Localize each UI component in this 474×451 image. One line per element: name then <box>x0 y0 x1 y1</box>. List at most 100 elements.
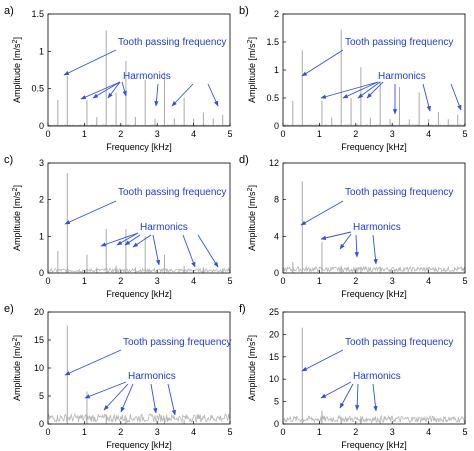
y-tick-label: 3 <box>39 158 44 168</box>
x-axis-title: Frequency [kHz] <box>341 440 407 450</box>
annotation-arrow <box>120 383 134 413</box>
plot-frame <box>282 13 466 127</box>
noise-floor <box>48 413 231 424</box>
x-tick-label: 0 <box>45 276 50 286</box>
tooth-passing-label: Tooth passing frequency <box>118 37 226 48</box>
x-tick-label: 5 <box>227 427 232 437</box>
annotation-arrow <box>92 81 121 99</box>
annotation-arrow <box>372 383 378 412</box>
y-tick-label: 8 <box>274 195 279 205</box>
y-tick-label: 1 <box>39 231 44 241</box>
noise-floor <box>48 267 231 274</box>
x-tick-label: 1 <box>317 276 322 286</box>
annotation-arrow <box>84 381 127 399</box>
y-tick-label: 10 <box>269 374 279 384</box>
y-tick-label: 12 <box>269 158 279 168</box>
x-tick-label: 1 <box>82 129 87 139</box>
x-tick-label: 0 <box>280 276 285 286</box>
annotation-arrow <box>116 232 139 246</box>
annotation-arrow <box>301 349 344 372</box>
panel-label: e) <box>4 303 14 315</box>
annotation-arrow <box>355 383 360 411</box>
x-tick-label: 3 <box>155 276 160 286</box>
tooth-passing-label: Tooth passing frequency <box>123 337 231 348</box>
panel-label: b) <box>239 5 249 17</box>
x-tick-label: 3 <box>390 276 395 286</box>
annotation-arrow <box>103 383 129 411</box>
harmonics-label: Harmonics <box>123 71 171 82</box>
x-tick-label: 4 <box>426 129 431 139</box>
annotation-arrow <box>354 234 359 258</box>
x-tick-label: 1 <box>82 427 87 437</box>
x-tick-label: 2 <box>118 427 123 437</box>
y-tick-label: 1.5 <box>266 37 279 47</box>
x-tick-label: 3 <box>155 427 160 437</box>
annotation-arrow <box>339 233 352 250</box>
x-tick-label: 5 <box>462 276 467 286</box>
annotation-arrow <box>197 234 219 268</box>
x-tick-label: 0 <box>280 427 285 437</box>
annotation-arrow <box>64 200 117 225</box>
annotation-arrow <box>320 81 379 99</box>
annotation-arrow <box>154 83 159 107</box>
x-tick-label: 4 <box>191 129 196 139</box>
y-tick-label: 10 <box>34 363 44 373</box>
y-tick-label: 20 <box>269 329 279 339</box>
x-tick-label: 5 <box>462 427 467 437</box>
x-tick-label: 2 <box>118 276 123 286</box>
y-tick-label: 5 <box>39 391 44 401</box>
y-axis-title: Amplitude [m/s2] <box>12 335 22 401</box>
y-tick-label: 0 <box>39 419 44 429</box>
x-tick-label: 2 <box>353 129 358 139</box>
y-tick-label: 5 <box>274 397 279 407</box>
y-axis-title: Amplitude [m/s2] <box>247 335 257 401</box>
x-tick-label: 1 <box>317 129 322 139</box>
tooth-passing-label: Tooth passing frequency <box>345 337 453 348</box>
annotation-arrow <box>366 81 384 99</box>
y-tick-label: 0.5 <box>266 93 279 103</box>
panel-label: c) <box>4 154 13 166</box>
annotation-arrow <box>63 49 117 76</box>
annotation-arrow <box>320 381 352 399</box>
y-tick-label: 1.5 <box>31 9 44 19</box>
x-axis-title: Frequency [kHz] <box>106 289 172 299</box>
annotation-arrow <box>121 81 127 97</box>
annotation-arrow <box>107 81 121 99</box>
x-tick-label: 0 <box>45 427 50 437</box>
y-tick-label: 0 <box>274 419 279 429</box>
annotation-arrow <box>182 234 196 268</box>
x-tick-label: 3 <box>155 129 160 139</box>
plot-frame <box>282 162 466 274</box>
annotation-arrow <box>132 234 152 248</box>
y-axis-title: Amplitude [m/s2] <box>247 185 257 251</box>
y-tick-label: 0 <box>39 121 44 131</box>
x-tick-label: 5 <box>227 276 232 286</box>
tooth-passing-label: Tooth passing frequency <box>118 187 226 198</box>
x-axis-title: Frequency [kHz] <box>106 440 172 450</box>
x-tick-label: 2 <box>353 276 358 286</box>
x-tick-label: 2 <box>118 129 123 139</box>
chart-panel-a: 0 1 2 3 4 5 0 0.5 1 1.5 Frequency [kHz] Amplitude [… <box>4 5 233 152</box>
harmonics-label: Harmonics <box>353 371 401 382</box>
harmonics-label: Harmonics <box>353 222 401 233</box>
y-tick-label: 4 <box>274 231 279 241</box>
x-tick-label: 3 <box>390 129 395 139</box>
x-axis-title: Frequency [kHz] <box>341 142 407 152</box>
tooth-passing-label: Tooth passing frequency <box>345 37 453 48</box>
x-tick-label: 4 <box>426 276 431 286</box>
x-tick-label: 0 <box>280 129 285 139</box>
y-tick-label: 1 <box>39 46 44 56</box>
annotation-arrow <box>450 83 462 111</box>
annotation-arrow <box>207 83 219 107</box>
chart-panel-e: 0 1 2 3 4 5 0 5 10 15 20 Frequency [kHz] Amplitude [… <box>4 303 233 450</box>
annotation-arrow <box>124 234 141 246</box>
annotation-arrow <box>152 234 161 266</box>
x-tick-label: 5 <box>462 129 467 139</box>
y-tick-label: 0.5 <box>31 84 44 94</box>
harmonics-label: Harmonics <box>140 222 188 233</box>
plot-frame <box>47 311 231 425</box>
x-tick-label: 3 <box>390 427 395 437</box>
annotation-arrow <box>64 349 122 376</box>
